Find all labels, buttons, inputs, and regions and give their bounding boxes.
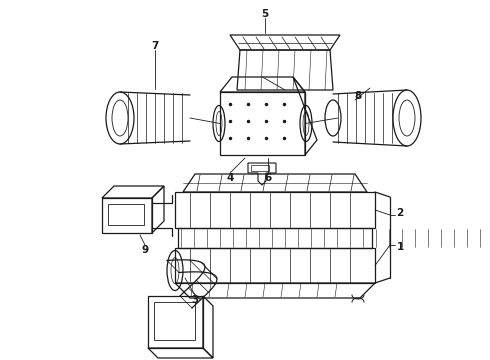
Text: 6: 6 xyxy=(265,173,271,183)
Text: 2: 2 xyxy=(396,208,404,218)
Text: 5: 5 xyxy=(261,9,269,19)
Text: 1: 1 xyxy=(396,242,404,252)
Bar xyxy=(220,92,305,155)
Bar xyxy=(148,296,203,348)
Text: 3: 3 xyxy=(192,295,198,305)
Text: 4: 4 xyxy=(226,173,234,183)
Bar xyxy=(175,192,375,228)
Text: 8: 8 xyxy=(354,91,362,101)
Bar xyxy=(108,204,144,225)
Text: 9: 9 xyxy=(142,245,148,255)
Text: 7: 7 xyxy=(151,41,159,51)
Bar xyxy=(154,302,195,340)
Bar xyxy=(178,228,372,248)
Bar xyxy=(251,165,269,171)
Bar xyxy=(102,198,152,233)
Bar xyxy=(175,248,375,283)
